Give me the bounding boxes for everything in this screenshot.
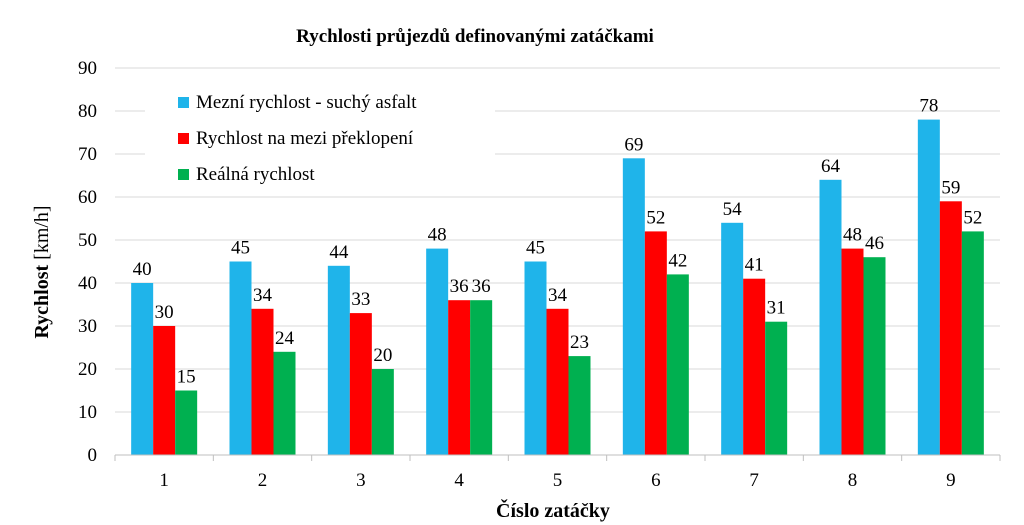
x-tick-label: 5: [553, 470, 563, 491]
data-label: 45: [231, 238, 250, 259]
x-axis-ticks: 1 2 3 4 5 6 7 8 9: [114, 455, 1001, 491]
data-label: 45: [526, 238, 545, 259]
data-label: 44: [329, 242, 349, 263]
y-tick-label: 60: [78, 187, 97, 208]
legend-entry: Reálná rychlost: [196, 164, 315, 185]
data-label: 52: [963, 207, 982, 228]
x-tick-label: 4: [454, 470, 464, 491]
bar-series-2-cat-5: [546, 308, 569, 455]
data-label: 31: [767, 298, 786, 319]
chart-title: Rychlosti průjezdů definovanými zatáčkam…: [296, 26, 654, 47]
data-label: 54: [723, 199, 743, 220]
data-label: 36: [472, 276, 491, 297]
x-tick-label: 1: [159, 470, 169, 491]
bar-series-3-cat-6: [666, 274, 689, 455]
legend-background: [145, 80, 495, 192]
data-label: 40: [133, 259, 152, 280]
legend-swatch: [178, 97, 189, 108]
bar-series-1-cat-2: [229, 261, 252, 455]
data-label: 20: [373, 345, 392, 366]
x-tick-label: 3: [356, 470, 366, 491]
y-axis-title-main: Rychlost: [31, 265, 53, 339]
y-tick-label: 30: [78, 316, 97, 337]
data-label: 33: [351, 289, 370, 310]
bar-series-2-cat-3: [349, 313, 372, 455]
legend-swatch: [178, 169, 189, 180]
y-tick-label: 0: [88, 445, 98, 466]
bar-series-3-cat-1: [175, 390, 198, 455]
x-axis-title: Číslo zatáčky: [496, 498, 610, 522]
bar-series-1-cat-1: [131, 283, 154, 455]
data-label: 42: [668, 250, 687, 271]
x-tick-label: 8: [848, 470, 858, 491]
y-tick-label: 90: [78, 58, 97, 79]
bar-series-3-cat-3: [371, 369, 394, 455]
bar-series-1-cat-3: [327, 265, 350, 455]
data-label: 34: [548, 285, 568, 306]
data-label: 46: [865, 233, 884, 254]
y-tick-label: 80: [78, 101, 97, 122]
bar-series-3-cat-2: [273, 351, 296, 455]
x-tick-label: 6: [651, 470, 661, 491]
data-label: 69: [624, 134, 643, 155]
bar-series-3-cat-8: [863, 257, 886, 455]
y-tick-label: 20: [78, 359, 97, 380]
bar-series-2-cat-7: [743, 278, 766, 455]
bar-series-3-cat-4: [470, 300, 493, 455]
x-tick-label: 2: [258, 470, 268, 491]
y-axis-title-unit: [km/h]: [31, 205, 53, 264]
data-label: 64: [821, 156, 841, 177]
data-label: 59: [941, 177, 960, 198]
y-axis-title: Rychlost [km/h]: [31, 205, 53, 338]
bars: [131, 119, 984, 456]
bar-series-1-cat-8: [819, 179, 842, 456]
bar-series-2-cat-6: [644, 231, 667, 455]
legend-swatch: [178, 133, 189, 144]
data-label: 30: [155, 302, 174, 323]
bar-series-1-cat-7: [721, 222, 744, 455]
y-tick-label: 10: [78, 402, 97, 423]
y-tick-label: 50: [78, 230, 97, 251]
bar-series-1-cat-5: [524, 261, 547, 455]
data-label: 24: [275, 328, 295, 349]
bar-series-1-cat-4: [426, 248, 449, 455]
bar-series-2-cat-1: [153, 326, 176, 455]
bar-series-2-cat-8: [841, 248, 864, 455]
data-label: 41: [745, 255, 764, 276]
data-label: 34: [253, 285, 273, 306]
legend: Mezní rychlost - suchý asfalt Rychlost na…: [145, 80, 495, 192]
bar-series-3-cat-9: [961, 231, 984, 455]
bar-series-1-cat-6: [622, 158, 645, 456]
data-labels: 40 30 15 45 34 24 44 33 20 48 36 36 45 34 23 69 52 42 54 41…: [133, 96, 983, 388]
data-label: 48: [428, 225, 447, 246]
bar-series-1-cat-9: [917, 119, 940, 455]
data-label: 52: [646, 207, 665, 228]
y-axis-ticks: 0 10 20 30 40 50 60 70 80 90: [78, 58, 97, 466]
y-tick-label: 70: [78, 144, 97, 165]
bar-series-3-cat-5: [568, 356, 591, 455]
bar-series-2-cat-9: [939, 201, 962, 455]
data-label: 15: [177, 367, 196, 388]
data-label: 23: [570, 332, 589, 353]
legend-entry: Mezní rychlost - suchý asfalt: [196, 92, 417, 113]
data-label: 36: [450, 276, 469, 297]
bar-series-2-cat-4: [448, 300, 471, 455]
data-label: 48: [843, 225, 862, 246]
data-label: 78: [919, 96, 938, 117]
legend-entry: Rychlost na mezi překlopení: [196, 128, 414, 149]
x-tick-label: 7: [749, 470, 759, 491]
y-tick-label: 40: [78, 273, 97, 294]
x-tick-label: 9: [946, 470, 956, 491]
bar-series-3-cat-7: [765, 321, 788, 455]
bar-series-2-cat-2: [251, 308, 274, 455]
